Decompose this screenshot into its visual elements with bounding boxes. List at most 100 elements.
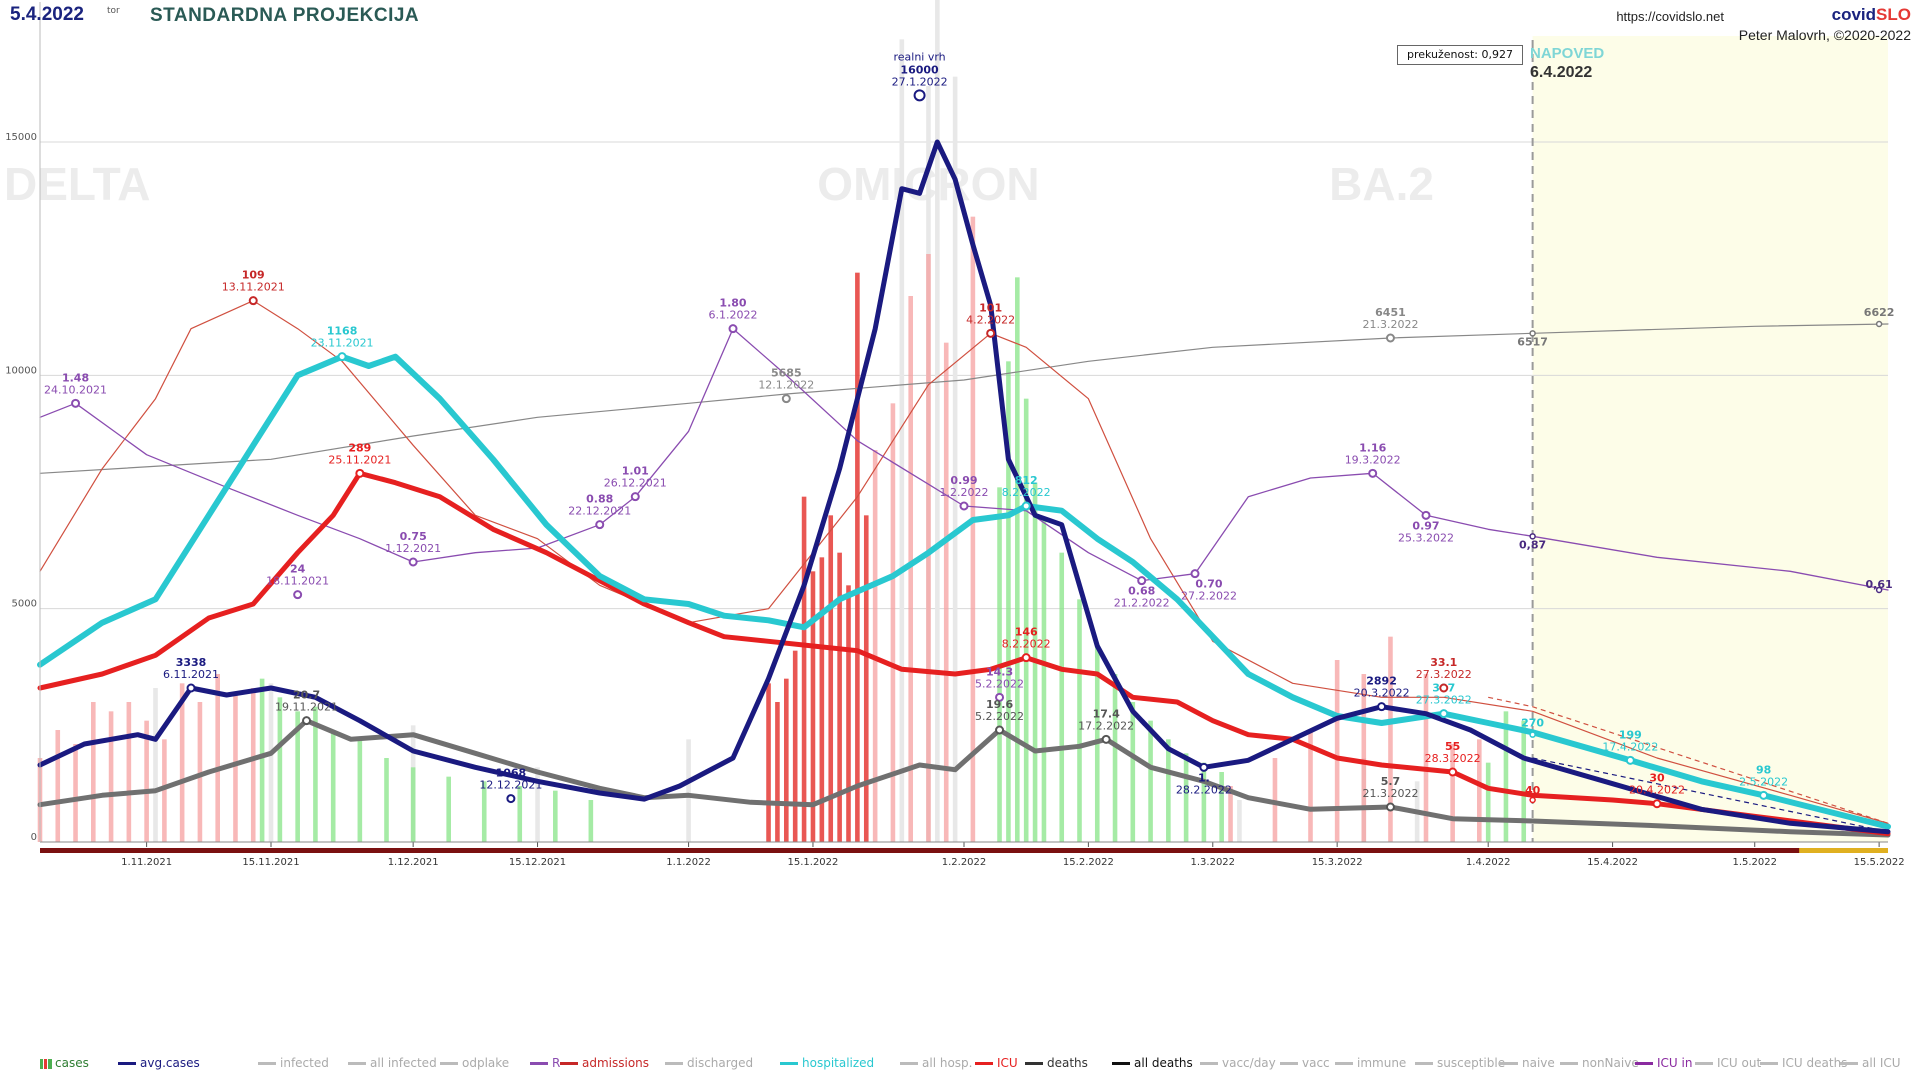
annotation-date: 21.3.2022	[1362, 787, 1418, 800]
annotation-date: 4.2.2022	[966, 313, 1015, 326]
annotation-marker	[1439, 709, 1449, 719]
overload-box: prekuženost: 0,927	[1397, 45, 1523, 65]
annotation-value: 16000	[900, 63, 939, 76]
legend-item[interactable]: admissions	[560, 1056, 649, 1070]
bar-cases-green	[1023, 398, 1029, 842]
brand-part2: SLO	[1876, 5, 1911, 24]
legend-item[interactable]: cases	[40, 1056, 89, 1070]
annotation-value: 199	[1619, 728, 1642, 741]
bar-cases-pink	[55, 730, 61, 842]
bar-cases-pink	[1361, 674, 1367, 842]
annotation-date: 8.2.2022	[1002, 486, 1051, 499]
annotation-value: 33.1	[1430, 656, 1457, 669]
x-tick-label: 1.4.2022	[1466, 857, 1511, 868]
legend-item[interactable]: immune	[1335, 1056, 1406, 1070]
bar-cases-red	[855, 272, 860, 843]
legend-item[interactable]: infected	[258, 1056, 329, 1070]
annotation-value: 55	[1445, 740, 1460, 753]
bar-cases-green	[517, 786, 523, 842]
legend-label: all ICU	[1862, 1056, 1901, 1070]
annotation-date: 24.10.2021	[44, 383, 107, 396]
legend-swatch	[1025, 1062, 1043, 1065]
annotation-marker	[1021, 501, 1031, 511]
legend-item[interactable]: all ICU	[1840, 1056, 1901, 1070]
bar-cases-pink	[1272, 758, 1278, 842]
annotation-date: 5.2.2022	[975, 710, 1024, 723]
brand-logo: covidSLO	[1832, 5, 1911, 25]
bar-cases-green	[1219, 772, 1224, 842]
legend-item[interactable]: R	[530, 1056, 560, 1070]
legend-item[interactable]: ICU in	[1635, 1056, 1692, 1070]
annotation-date: 27.3.2022	[1416, 668, 1472, 681]
annotation-value: 1168	[327, 325, 358, 338]
bar-cases-pink	[1334, 660, 1340, 842]
legend-swatch	[1760, 1062, 1778, 1065]
legend-item[interactable]: avg.cases	[118, 1056, 200, 1070]
annotation-marker	[913, 89, 926, 102]
bar-infected	[899, 39, 905, 843]
annotation-date: 5.2.2022	[975, 677, 1024, 690]
legend-item[interactable]: vacc/day	[1200, 1056, 1276, 1070]
site-url[interactable]: https://covidslo.net	[1616, 9, 1724, 24]
bar-cases-green	[1503, 711, 1509, 842]
legend-item[interactable]: discharged	[665, 1056, 753, 1070]
bar-cases-pink	[250, 688, 256, 842]
legend-swatch	[1280, 1062, 1298, 1065]
point-label: 0,61	[1866, 578, 1893, 591]
point-label: 270	[1521, 717, 1544, 730]
annotation-date: 22.12.2021	[568, 505, 631, 518]
bar-cases-red	[819, 557, 825, 842]
bar-cases-green	[313, 706, 318, 842]
legend-item[interactable]: ICU deaths	[1760, 1056, 1847, 1070]
annotation-date: 28.2.2022	[1176, 783, 1232, 796]
annotation-value: 5685	[771, 367, 802, 380]
legend-swatch	[1560, 1062, 1578, 1065]
bar-infected	[935, 0, 940, 843]
legend-item[interactable]: susceptible	[1415, 1056, 1505, 1070]
legend-label: all deaths	[1134, 1056, 1193, 1070]
legend-item[interactable]: ICU	[975, 1056, 1018, 1070]
legend-item[interactable]: hospitalized	[780, 1056, 874, 1070]
bar-cases-red	[801, 496, 807, 842]
annotation-marker	[1190, 569, 1200, 579]
bar-cases-green	[1166, 739, 1171, 842]
annotation-value: 0.75	[400, 530, 427, 543]
bar-infected	[153, 688, 158, 842]
annotation-marker	[1385, 802, 1395, 812]
legend-item[interactable]: ICU out	[1695, 1056, 1761, 1070]
point-marker	[1875, 320, 1883, 328]
legend-swatch	[1695, 1062, 1713, 1065]
annotation-marker	[995, 725, 1005, 735]
annotation-date: 13.11.2021	[222, 281, 285, 294]
legend-item[interactable]: nonNaive	[1560, 1056, 1639, 1070]
legend-label: nonNaive	[1582, 1056, 1639, 1070]
annotation-marker	[595, 520, 605, 530]
legend-label: susceptible	[1437, 1056, 1506, 1070]
legend-swatch	[975, 1062, 993, 1065]
annotation-marker	[959, 501, 969, 511]
annotation-date: 1.12.2021	[385, 542, 441, 555]
annotation-marker	[1439, 683, 1449, 693]
legend-item[interactable]: all deaths	[1112, 1056, 1193, 1070]
legend-label: naive	[1522, 1056, 1555, 1070]
forecast-line-admissions	[1488, 696, 1889, 824]
annotation-date: 12.1.2022	[758, 379, 814, 392]
x-tick-label: 1.5.2022	[1732, 857, 1777, 868]
annotation-date: 17.4.2022	[1602, 740, 1658, 753]
legend-item[interactable]: all infected	[348, 1056, 437, 1070]
bar-cases-green	[481, 781, 487, 842]
legend-item[interactable]: vacc	[1280, 1056, 1330, 1070]
annotation-date: 25.11.2021	[328, 453, 391, 466]
legend-item[interactable]: odplake	[440, 1056, 509, 1070]
legend-item[interactable]: deaths	[1025, 1056, 1088, 1070]
bar-infected	[268, 683, 274, 842]
legend-swatch	[40, 1058, 52, 1069]
point-marker	[1529, 533, 1536, 540]
legend-item[interactable]: naive	[1500, 1056, 1555, 1070]
x-tick-label: 15.4.2022	[1587, 857, 1638, 868]
legend-item[interactable]: all hosp.	[900, 1056, 972, 1070]
bar-cases-green	[1006, 361, 1011, 842]
annotation-value: 1.48	[62, 371, 89, 384]
annotation-marker	[1021, 653, 1031, 663]
bar-infected	[686, 739, 691, 842]
